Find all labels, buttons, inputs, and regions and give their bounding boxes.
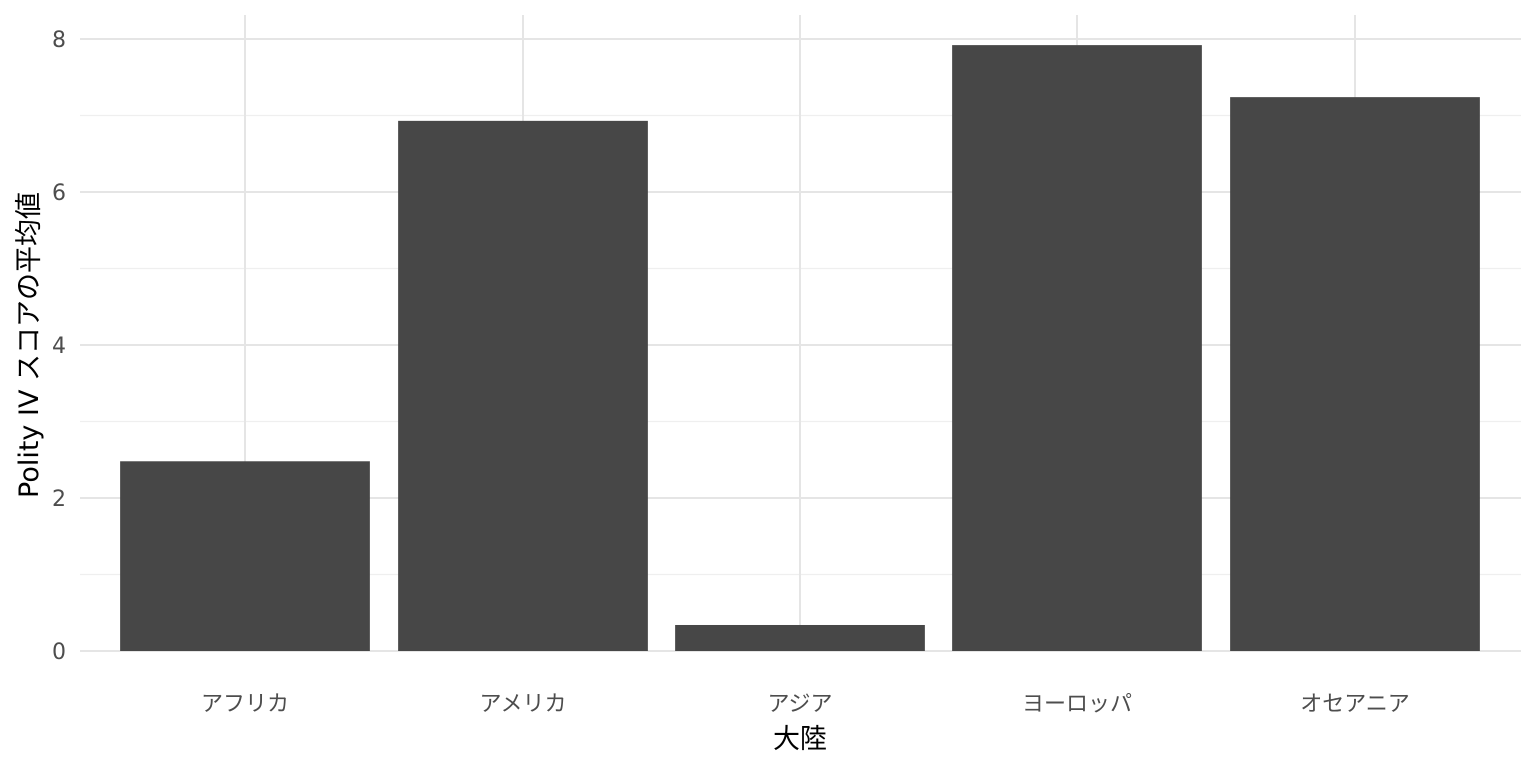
y-axis-title: Polity IV スコアの平均値 (14, 192, 45, 498)
bars (120, 45, 1480, 652)
x-axis-title: 大陸 (773, 724, 827, 755)
y-axis-ticks: 0 2 4 6 8 (52, 28, 66, 665)
x-tick-label: アメリカ (480, 692, 567, 717)
bar (1230, 97, 1480, 651)
x-tick-label: オセアニア (1300, 692, 1410, 717)
x-axis-ticks: アフリカ アメリカ アジア ヨーロッパ オセアニア (201, 692, 1410, 717)
x-tick-label: ヨーロッパ (1022, 692, 1132, 717)
y-tick-label: 2 (52, 487, 66, 512)
x-tick-label: アジア (767, 692, 832, 717)
y-tick-label: 0 (52, 640, 66, 665)
x-tick-label: アフリカ (201, 692, 289, 717)
y-tick-label: 4 (52, 334, 66, 359)
bar (398, 120, 648, 652)
bar (120, 461, 370, 651)
bar (952, 45, 1202, 652)
y-tick-label: 8 (52, 28, 66, 53)
y-tick-label: 6 (52, 181, 66, 206)
bar (675, 624, 925, 651)
